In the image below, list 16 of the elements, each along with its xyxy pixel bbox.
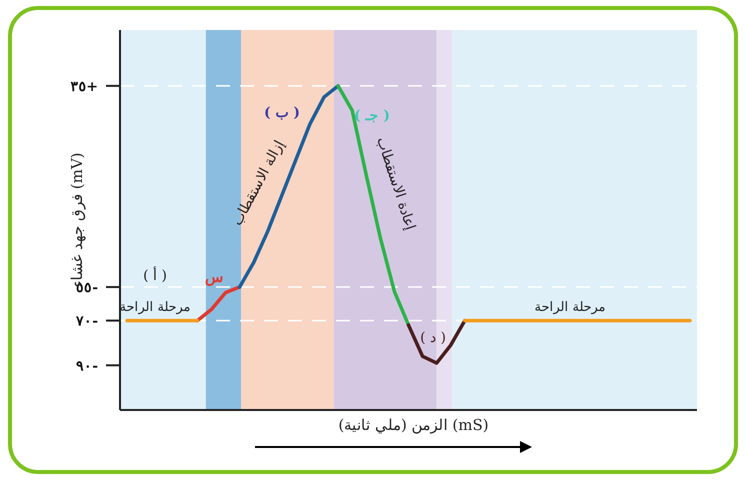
annotation: ( أ ): [143, 265, 167, 284]
annotation: ( جـ ): [354, 108, 390, 124]
y-tick-label: ٩٠-: [76, 358, 98, 374]
annotation: إزالة الاستقطاب: [229, 138, 288, 229]
annotation: مرحلة الراحة: [534, 300, 606, 315]
annotation: ( د ): [420, 330, 446, 346]
annotation: مرحلة الراحة: [119, 300, 191, 315]
annotation: إعادة الاستقطاب: [373, 135, 418, 232]
annotation: ( ب ): [264, 105, 300, 121]
line-series: [238, 84, 340, 289]
annotation: س: [205, 268, 223, 286]
line-series: [406, 318, 467, 365]
y-tick-label: ٧٠-: [75, 314, 98, 330]
line-series: [196, 285, 242, 322]
y-tick-label: ٣٥+: [70, 78, 98, 95]
x-axis-title: الزمن (ملي ثانية) (mS): [338, 416, 489, 434]
